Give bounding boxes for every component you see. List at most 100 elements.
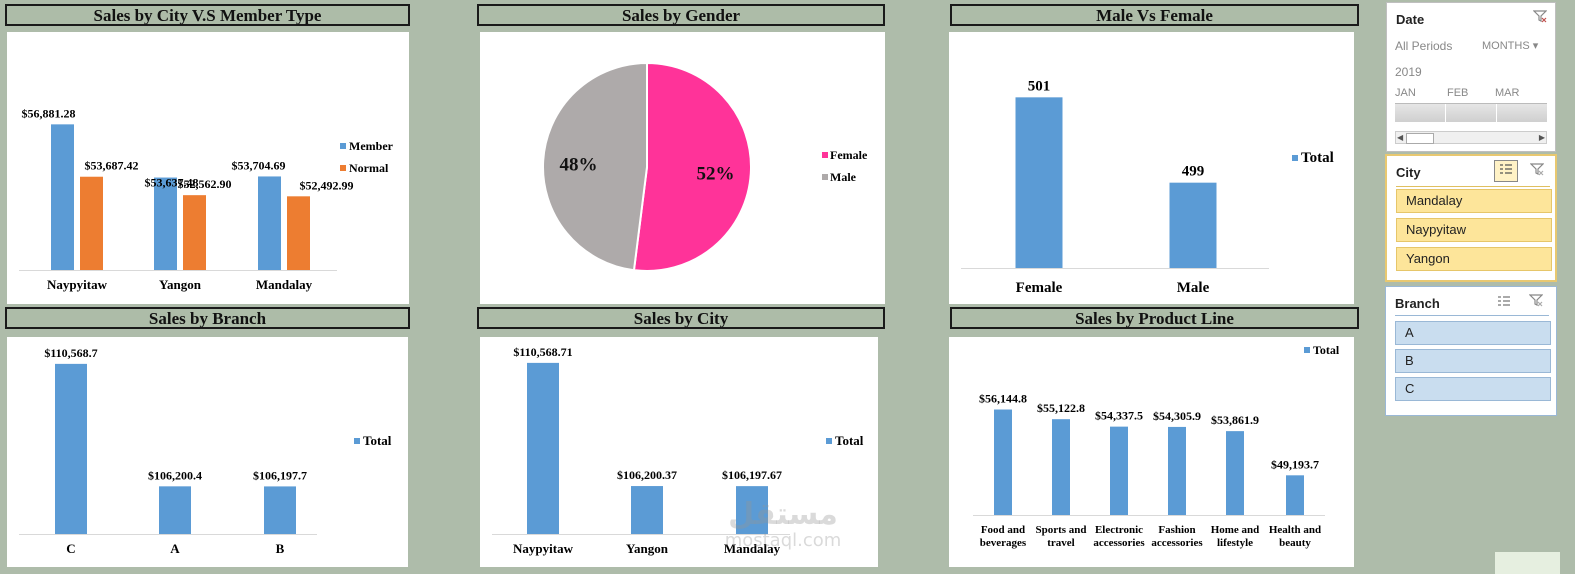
- bar-total-3: [1168, 426, 1186, 515]
- header-product: Sales by Product Line: [950, 307, 1359, 329]
- time-unit-label: MONTHS: [1482, 40, 1530, 52]
- chart-city[interactable]: $110,568.71 $106,200.37 $106,197.67 Naypyit…: [480, 337, 878, 567]
- chart-gender[interactable]: 52% 48% Female Male: [480, 32, 885, 304]
- bar-total-4: [1226, 431, 1244, 515]
- legend-label: Total: [1301, 150, 1334, 166]
- city-slicer[interactable]: City Mandalay Naypyitaw Yangon: [1385, 154, 1557, 282]
- category-label: Yangon: [626, 541, 669, 556]
- cell-selection[interactable]: [1495, 552, 1560, 574]
- category-label: travel: [1047, 537, 1074, 549]
- chart-product[interactable]: $56,144.8 $55,122.8 $54,337.5 $54,305.9 $53,…: [949, 337, 1354, 567]
- time-unit-dropdown[interactable]: MONTHS ▾: [1482, 39, 1538, 52]
- data-label: $106,200.37: [617, 468, 677, 482]
- category-label: B: [276, 541, 285, 556]
- header-city-member: Sales by City V.S Member Type: [5, 4, 410, 26]
- city-item-mandalay[interactable]: Mandalay: [1396, 189, 1552, 213]
- legend-label: Normal: [349, 161, 389, 175]
- bar-total-0: [994, 409, 1012, 515]
- category-label: Male: [1177, 280, 1210, 296]
- bar-member-0: [51, 124, 74, 270]
- city-item-naypyitaw[interactable]: Naypyitaw: [1396, 218, 1552, 242]
- header-city: Sales by City: [477, 307, 885, 329]
- legend-label: Member: [349, 139, 394, 153]
- chart-branch-svg: $110,568.7 $106,200.4 $106,197.7 C A B Total: [19, 346, 392, 556]
- chevron-down-icon: ▾: [1532, 40, 1539, 52]
- bar-total-1: [159, 486, 191, 534]
- data-label: 501: [1028, 78, 1051, 94]
- category-label: Naypyitaw: [513, 541, 574, 556]
- category-label: Health and: [1269, 524, 1321, 536]
- chart-city-member-svg: $56,881.28 $53,637.48 $53,704.69 $53,687.42…: [19, 106, 394, 292]
- bar-total-2: [736, 486, 768, 534]
- bar-total-1: [631, 486, 663, 534]
- timeline-bar[interactable]: [1395, 103, 1547, 122]
- category-label: Electronic: [1095, 524, 1143, 536]
- data-label: $49,193.7: [1271, 457, 1319, 471]
- bar-member-1: [154, 177, 177, 270]
- data-label: 499: [1182, 164, 1205, 180]
- category-label: Food and: [981, 524, 1025, 536]
- data-label: $53,637.48: [145, 176, 199, 190]
- scroll-left-icon[interactable]: ◀: [1397, 133, 1404, 142]
- data-label: $110,568.71: [513, 345, 572, 359]
- legend-label: Male: [830, 170, 857, 184]
- clear-filter-icon[interactable]: [1525, 293, 1547, 313]
- multi-select-icon[interactable]: [1493, 293, 1515, 313]
- legend-label: Total: [363, 433, 392, 448]
- category-label: accessories: [1093, 537, 1145, 549]
- city-slicer-title: City: [1396, 165, 1421, 180]
- legend-swatch: [826, 438, 832, 444]
- category-label: A: [170, 541, 180, 556]
- category-label: Home and: [1211, 524, 1260, 536]
- watermark-sub: mostaql.com: [724, 530, 842, 551]
- legend-label: Total: [835, 433, 864, 448]
- pie-slice-male: [542, 61, 648, 272]
- data-label: $110,568.7: [44, 346, 97, 360]
- category-label: accessories: [1151, 537, 1203, 549]
- category-label: Fashion: [1158, 524, 1195, 536]
- data-label: $53,704.69: [232, 158, 286, 172]
- clear-filter-icon[interactable]: [1526, 162, 1548, 182]
- bar-normal-0: [80, 176, 103, 270]
- scroll-right-icon[interactable]: ▶: [1538, 133, 1545, 142]
- chart-male-female-svg: 501 499 Female Male Total: [961, 78, 1334, 296]
- legend-swatch: [1292, 155, 1298, 161]
- bar-total-5: [1286, 475, 1304, 515]
- data-label: $54,305.9: [1153, 409, 1201, 423]
- header-branch: Sales by Branch: [5, 307, 410, 329]
- chart-branch[interactable]: $110,568.7 $106,200.4 $106,197.7 C A B Total: [7, 337, 408, 567]
- category-label: Mandalay: [724, 541, 781, 556]
- data-label: $106,197.7: [253, 468, 307, 482]
- data-label: $53,687.42: [85, 159, 139, 173]
- chart-city-member[interactable]: $56,881.28 $53,637.48 $53,704.69 $53,687.42…: [7, 32, 409, 304]
- year-label: 2019: [1395, 65, 1422, 79]
- multi-select-icon[interactable]: [1494, 160, 1518, 182]
- all-periods-label: All Periods: [1395, 39, 1453, 53]
- data-label: $53,861.9: [1211, 413, 1259, 427]
- data-label: $106,200.4: [148, 468, 202, 482]
- month-feb-label: FEB: [1447, 87, 1469, 99]
- data-label: $106,197.67: [722, 468, 782, 482]
- watermark: مستقل mostaql.com: [708, 498, 858, 550]
- data-label: $52,562.90: [178, 177, 232, 191]
- branch-slicer[interactable]: Branch A B C: [1385, 286, 1557, 416]
- timeline-scrollbar[interactable]: ◀ ▶: [1395, 131, 1547, 144]
- branch-item-b[interactable]: B: [1395, 349, 1551, 373]
- legend-label: Female: [830, 148, 868, 162]
- branch-item-c[interactable]: C: [1395, 377, 1551, 401]
- data-label: $55,122.8: [1037, 401, 1085, 415]
- scroll-thumb[interactable]: [1406, 133, 1434, 144]
- data-label: $56,881.28: [22, 106, 76, 120]
- bar-normal-1: [183, 195, 206, 270]
- legend-swatch: [340, 165, 346, 171]
- pie-slice-female: [632, 61, 752, 272]
- category-label: lifestyle: [1217, 537, 1253, 549]
- bar-total-0: [55, 363, 87, 534]
- bar-total-2: [1110, 426, 1128, 515]
- chart-male-female[interactable]: 501 499 Female Male Total: [949, 32, 1354, 304]
- legend-label: Total: [1313, 343, 1340, 357]
- city-item-yangon[interactable]: Yangon: [1396, 247, 1552, 271]
- branch-item-a[interactable]: A: [1395, 321, 1551, 345]
- date-slicer[interactable]: Date All Periods MONTHS ▾ 2019 JAN FEB M…: [1386, 2, 1556, 152]
- clear-filter-icon[interactable]: [1529, 9, 1551, 29]
